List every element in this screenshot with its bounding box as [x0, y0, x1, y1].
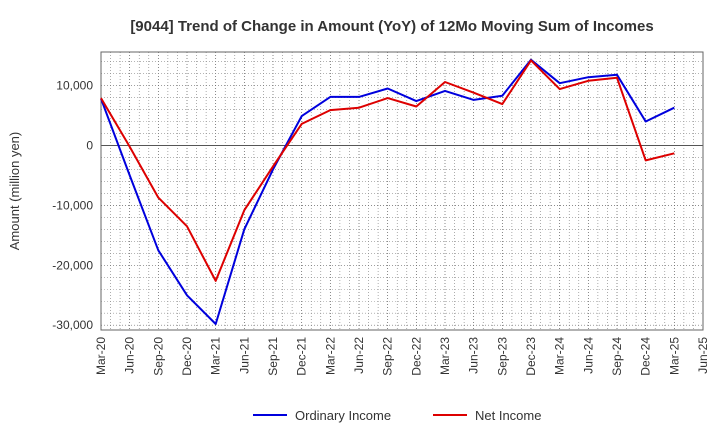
- legend-label: Net Income: [475, 408, 541, 423]
- x-tick-label: Jun-22: [352, 337, 366, 374]
- plot-border: [100, 51, 704, 331]
- x-tick-label: Jun-23: [467, 337, 481, 374]
- y-tick-label: -20,000: [52, 258, 93, 272]
- legend: Ordinary Income Net Income: [253, 408, 541, 423]
- y-axis-label: Amount (million yen): [7, 132, 22, 251]
- x-tick-label: Dec-23: [524, 337, 538, 376]
- y-tick-label: 10,000: [56, 79, 93, 93]
- x-tick-label: Mar-23: [438, 337, 452, 375]
- x-tick-label: Jun-24: [581, 337, 595, 374]
- x-tick-label: Mar-22: [323, 337, 337, 375]
- chart-title: [9044] Trend of Change in Amount (YoY) o…: [130, 18, 653, 35]
- plot-background: [101, 52, 703, 330]
- y-tick-label: 0: [86, 138, 93, 152]
- x-tick-label: Dec-21: [295, 337, 309, 376]
- y-tick-label: -30,000: [52, 318, 93, 332]
- x-tick-label: Jun-20: [123, 337, 137, 374]
- x-tick-label: Sep-21: [266, 337, 280, 376]
- legend-label: Ordinary Income: [295, 408, 391, 423]
- y-tick-label: -10,000: [52, 198, 93, 212]
- x-tick-label: Mar-24: [553, 337, 567, 375]
- x-tick-label: Sep-23: [495, 337, 509, 376]
- series-line-net-income: [100, 59, 675, 282]
- x-tick-label: Dec-22: [409, 337, 423, 376]
- series-line-ordinary-income: [100, 58, 675, 325]
- x-tick-label: Mar-25: [667, 337, 681, 375]
- x-tick-label: Sep-20: [151, 337, 165, 376]
- x-tick-label: Sep-22: [381, 337, 395, 376]
- x-tick-label: Mar-20: [94, 337, 108, 375]
- x-tick-label: Jun-25: [696, 337, 710, 374]
- x-tick-label: Dec-24: [639, 337, 653, 376]
- x-tick-label: Sep-24: [610, 337, 624, 376]
- x-tick-label: Jun-21: [237, 337, 251, 374]
- x-tick-label: Mar-21: [209, 337, 223, 375]
- x-tick-label: Dec-20: [180, 337, 194, 376]
